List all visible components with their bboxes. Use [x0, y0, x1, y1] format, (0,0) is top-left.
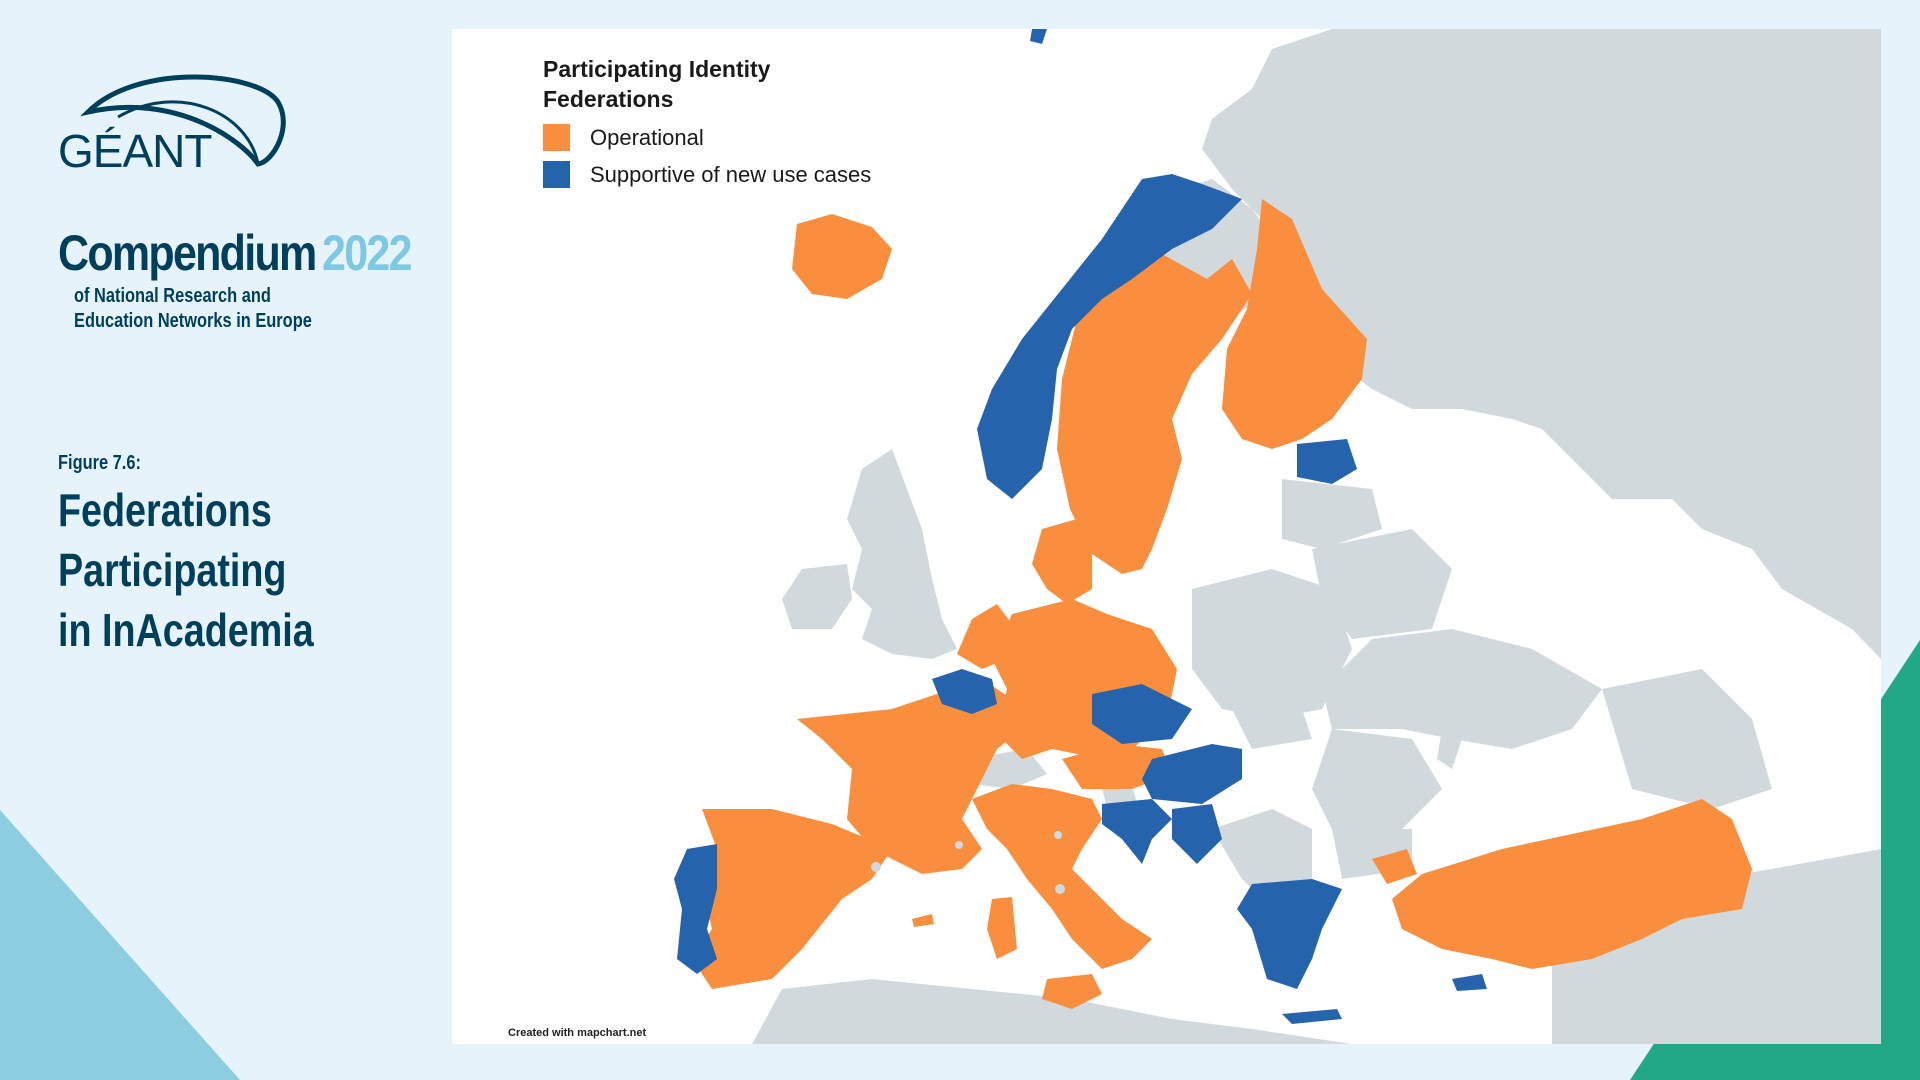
- legend-label-supportive: Supportive of new use cases: [590, 161, 872, 187]
- country-sardinia: [987, 897, 1017, 959]
- geant-logo: GÉANT: [58, 72, 288, 182]
- map-supportive-countries: [674, 29, 1487, 1024]
- country-slovakia: [1232, 709, 1312, 749]
- figure-label: Figure 7.6:: [58, 452, 141, 474]
- map-other-land: [752, 29, 1881, 1044]
- country-denmark: [1032, 519, 1092, 604]
- country-uk: [847, 449, 957, 659]
- country-slovenia: [1102, 784, 1137, 807]
- country-belarus: [1312, 529, 1452, 639]
- logo-text: GÉANT: [58, 125, 212, 177]
- legend-swatch-operational: [543, 124, 570, 151]
- geant-swoosh-icon: [80, 74, 286, 167]
- country-ukraine: [1322, 629, 1602, 749]
- country-turkey: [1392, 799, 1752, 969]
- country-greece: [1237, 879, 1342, 989]
- map-panel: Participating Identity Federations Opera…: [452, 29, 1881, 1044]
- map-legend: Participating Identity Federations Opera…: [543, 54, 871, 188]
- country-portugal: [674, 844, 717, 974]
- country-norway-north: [1030, 29, 1047, 44]
- compendium-heading: Compendium 2022: [58, 224, 438, 282]
- compendium-subtitle: of National Research and Education Netwo…: [74, 285, 312, 332]
- country-romania: [1312, 729, 1442, 829]
- map-small-states: [871, 831, 1089, 1033]
- country-iceland: [792, 214, 892, 299]
- country-crete: [1282, 1009, 1342, 1024]
- country-hungary: [1142, 744, 1242, 804]
- country-sicily: [1042, 974, 1102, 1009]
- country-norway: [977, 174, 1242, 499]
- country-france: [797, 679, 1022, 874]
- country-north-africa: [752, 979, 1352, 1044]
- legend-title: Participating Identity Federations: [543, 56, 771, 112]
- country-czech: [1092, 684, 1192, 744]
- country-russia: [1202, 29, 1881, 659]
- country-moldova: [1437, 729, 1462, 769]
- map-credit: Created with mapchart.net: [508, 1027, 647, 1039]
- country-belgium: [932, 669, 997, 714]
- country-sweden: [1057, 254, 1252, 574]
- country-italy: [972, 784, 1152, 969]
- legend-item-supportive: Supportive of new use cases: [543, 161, 871, 188]
- legend-swatch-supportive: [543, 161, 570, 188]
- legend-label-operational: Operational: [590, 124, 704, 150]
- map-operational-countries: [692, 199, 1752, 1009]
- country-ireland: [782, 564, 852, 629]
- country-cyprus: [1452, 974, 1487, 991]
- country-andorra: [871, 862, 881, 872]
- country-turkey-europe: [1372, 849, 1417, 884]
- country-spain: [692, 809, 892, 989]
- country-estonia: [1297, 439, 1357, 484]
- compendium-title: Compendium: [58, 225, 317, 281]
- country-russia-north: [1402, 69, 1512, 139]
- country-arctic-islands: [1492, 29, 1572, 69]
- sidebar: GÉANT Compendium 2022 of National Resear…: [58, 72, 438, 334]
- country-malta-dot: [1081, 1025, 1089, 1033]
- country-latvia-lithuania: [1282, 479, 1382, 549]
- country-san-marino: [1054, 831, 1062, 839]
- country-monaco: [955, 841, 963, 849]
- legend-item-operational: Operational: [543, 124, 871, 151]
- figure-title: Federations Participating in InAcademia: [58, 484, 314, 656]
- country-serbia: [1172, 804, 1222, 864]
- compendium-year: 2022: [321, 225, 413, 281]
- country-poland: [1192, 569, 1352, 719]
- country-caucasus: [1602, 669, 1772, 809]
- country-vatican: [1055, 884, 1065, 894]
- europe-map: [674, 29, 1881, 1044]
- decorative-triangle-left: [0, 810, 240, 1080]
- country-finland: [1222, 199, 1367, 449]
- country-croatia: [1102, 799, 1172, 864]
- country-balearics: [912, 914, 934, 927]
